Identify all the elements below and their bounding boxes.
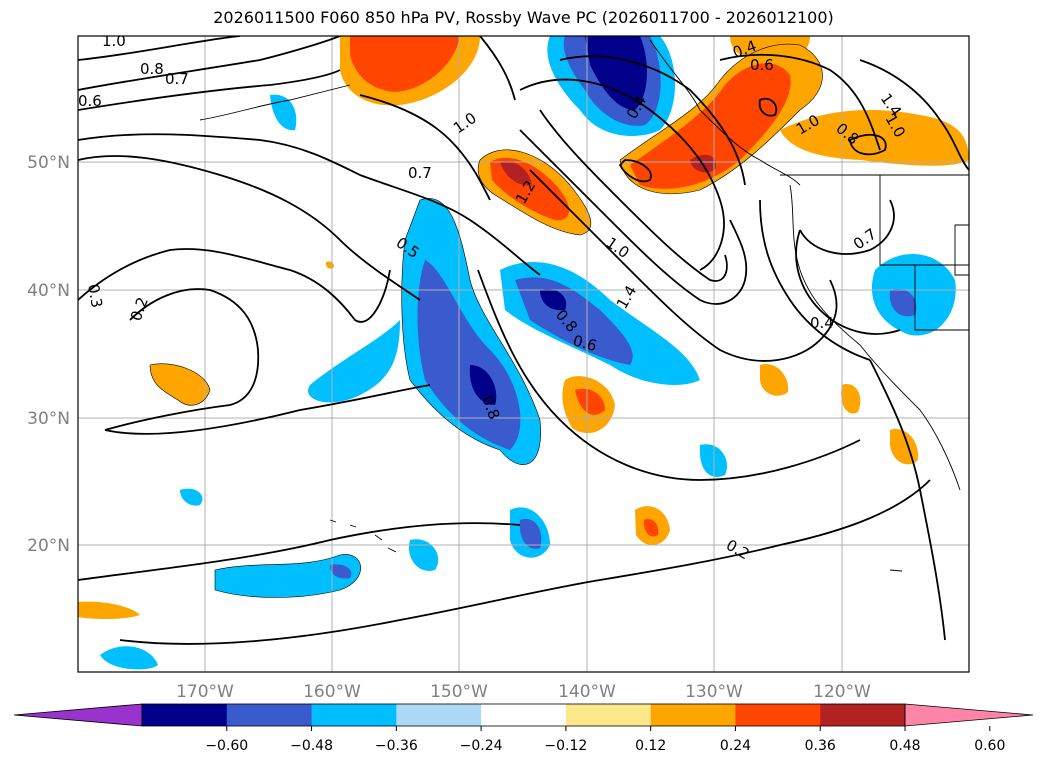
lon-tick-label: 170°W bbox=[176, 682, 234, 702]
longitude-tick-labels: 170°W 160°W 150°W 140°W 130°W 120°W bbox=[176, 682, 871, 702]
negative-anomaly-region bbox=[215, 554, 361, 598]
map-frame bbox=[77, 35, 970, 673]
negative-anomaly-region bbox=[871, 253, 956, 336]
coastlines bbox=[199, 39, 969, 572]
positive-anomaly-region bbox=[78, 601, 140, 620]
negative-anomaly-region bbox=[100, 646, 158, 670]
lon-tick-label: 140°W bbox=[558, 682, 616, 702]
lat-tick-label: 20°N bbox=[27, 536, 70, 556]
positive-anomaly-region bbox=[841, 384, 861, 414]
colorbar-extend-low bbox=[13, 703, 143, 727]
negative-anomaly-region bbox=[330, 564, 352, 579]
map-title: 2026011500 F060 850 hPa PV, Rossby Wave … bbox=[213, 8, 834, 27]
negative-anomaly-region bbox=[409, 539, 439, 571]
latitude-tick-labels: 50°N 40°N 30°N 20°N bbox=[27, 153, 70, 556]
negative-anomaly-region bbox=[889, 289, 917, 317]
colorbar-tick-label: −0.12 bbox=[544, 738, 587, 754]
positive-anomaly-region bbox=[780, 110, 969, 166]
colorbar-segment bbox=[142, 704, 228, 726]
contour-label: 0.6 bbox=[571, 331, 599, 355]
positive-anomaly-region bbox=[760, 364, 789, 396]
negative-anomaly-region bbox=[308, 320, 400, 403]
colorbar-segment bbox=[311, 704, 397, 726]
contour-label: 0.7 bbox=[408, 164, 432, 182]
lon-tick-label: 150°W bbox=[430, 682, 488, 702]
colorbar: −0.60 −0.48 −0.36 −0.24 −0.12 0.12 0.24 0.36 0.4… bbox=[13, 703, 1034, 754]
positive-anomaly-region bbox=[350, 36, 460, 92]
colorbar-tick-label: 0.36 bbox=[805, 738, 836, 754]
negative-anomaly-region bbox=[270, 94, 297, 131]
positive-anomaly-region bbox=[500, 161, 532, 186]
contour-label: 0.4 bbox=[810, 314, 834, 332]
contour-label: 1.0 bbox=[102, 32, 126, 50]
colorbar-tick-label: −0.48 bbox=[290, 738, 333, 754]
negative-anomaly-region bbox=[519, 519, 542, 549]
colorbar-tick-label: −0.60 bbox=[205, 738, 248, 754]
colorbar-segment bbox=[396, 704, 482, 726]
shading-outlines bbox=[149, 43, 823, 598]
contour-label: 0.7 bbox=[165, 70, 189, 88]
colorbar-segment bbox=[820, 704, 906, 726]
positive-anomaly-region bbox=[643, 518, 659, 537]
lon-tick-label: 130°W bbox=[685, 682, 743, 702]
colorbar-segment bbox=[481, 704, 567, 726]
colorbar-tick-label: 0.48 bbox=[889, 738, 920, 754]
colorbar-segment bbox=[735, 704, 821, 726]
negative-anomaly-region bbox=[699, 444, 728, 477]
pv-contours bbox=[78, 36, 969, 645]
negative-anomaly-region bbox=[585, 36, 647, 110]
contour-label: 0.3 bbox=[84, 283, 106, 310]
colorbar-tick-label: −0.24 bbox=[460, 738, 503, 754]
pv-shading bbox=[78, 36, 969, 670]
positive-anomaly-region bbox=[150, 363, 210, 406]
positive-anomaly-region bbox=[630, 63, 791, 189]
colorbar-segment bbox=[650, 704, 736, 726]
lat-tick-label: 50°N bbox=[27, 153, 70, 173]
negative-anomaly-region bbox=[540, 289, 567, 311]
contour-label: 0.8 bbox=[140, 60, 164, 78]
lon-tick-label: 120°W bbox=[813, 682, 871, 702]
lat-tick-label: 40°N bbox=[27, 281, 70, 301]
contour-label: 0.6 bbox=[78, 92, 102, 110]
colorbar-extend-high bbox=[904, 703, 1034, 727]
colorbar-segment bbox=[226, 704, 313, 726]
colorbar-frame bbox=[141, 703, 906, 727]
colorbar-tick-label: 0.60 bbox=[974, 738, 1005, 754]
colorbar-tick-label: 0.12 bbox=[635, 738, 666, 754]
negative-anomaly-region bbox=[469, 365, 497, 405]
positive-anomaly-region bbox=[575, 388, 605, 415]
contour-label: 0.6 bbox=[750, 56, 774, 74]
colorbar-tick-label: −0.36 bbox=[375, 738, 418, 754]
lon-tick-label: 160°W bbox=[303, 682, 361, 702]
negative-anomaly-region bbox=[180, 488, 203, 506]
graticule bbox=[78, 36, 969, 672]
colorbar-segment bbox=[565, 704, 652, 726]
colorbar-tick-label: 0.24 bbox=[720, 738, 751, 754]
lat-tick-label: 30°N bbox=[27, 409, 70, 429]
